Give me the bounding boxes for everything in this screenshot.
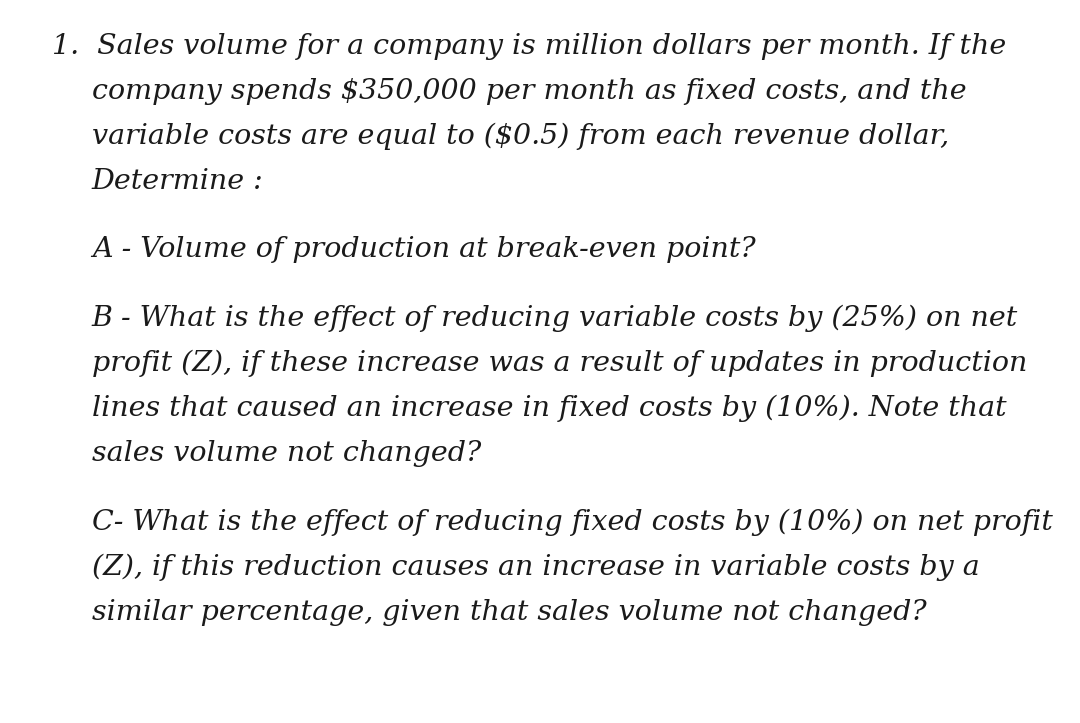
Text: profit (Z), if these increase was a result of updates in production: profit (Z), if these increase was a resu… (92, 350, 1027, 377)
Text: similar percentage, given that sales volume not changed?: similar percentage, given that sales vol… (92, 599, 927, 626)
Text: sales volume not changed?: sales volume not changed? (92, 440, 481, 467)
Text: Determine :: Determine : (92, 168, 264, 195)
Text: (Z), if this reduction causes an increase in variable costs by a: (Z), if this reduction causes an increas… (92, 554, 980, 581)
Text: B - What is the effect of reducing variable costs by (25%) on net: B - What is the effect of reducing varia… (92, 305, 1018, 332)
Text: company spends $350,000 per month as fixed costs, and the: company spends $350,000 per month as fix… (92, 78, 967, 105)
Text: lines that caused an increase in fixed costs by (10%). Note that: lines that caused an increase in fixed c… (92, 395, 1007, 422)
Text: variable costs are equal to ($0.5) from each revenue dollar,: variable costs are equal to ($0.5) from … (92, 123, 949, 150)
Text: C- What is the effect of reducing fixed costs by (10%) on net profit: C- What is the effect of reducing fixed … (92, 509, 1053, 536)
Text: 1.  Sales volume for a company is million dollars per month. If the: 1. Sales volume for a company is million… (52, 33, 1007, 59)
Text: A - Volume of production at break-even point?: A - Volume of production at break-even p… (92, 236, 755, 263)
